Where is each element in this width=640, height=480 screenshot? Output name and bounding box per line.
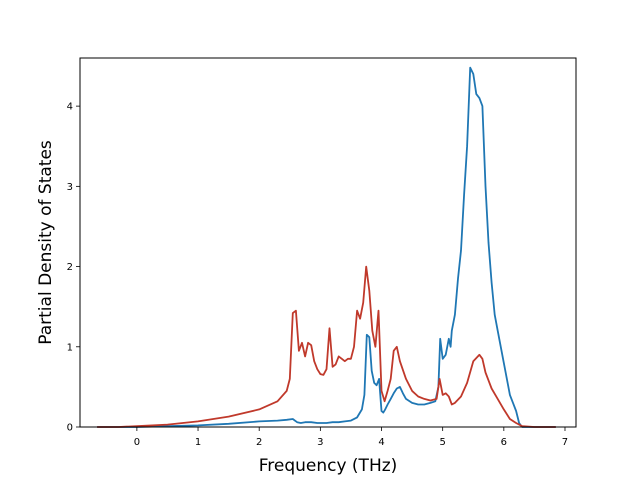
x-tick-label: 5 [439, 437, 445, 448]
x-tick-label: 7 [562, 437, 568, 448]
x-tick-label: 4 [378, 437, 384, 448]
y-tick-label: 3 [67, 182, 73, 193]
series-line-2 [97, 265, 556, 428]
y-tick-label: 1 [67, 342, 73, 353]
x-tick-label: 2 [256, 437, 262, 448]
y-tick-label: 4 [67, 102, 73, 113]
series-layer [97, 66, 556, 428]
y-tick-label: 0 [67, 423, 73, 434]
y-tick-label: 2 [67, 262, 73, 273]
y-axis-ticks: 0 1 2 3 4 [67, 102, 80, 434]
x-tick-label: 0 [134, 437, 140, 448]
x-tick-label: 3 [317, 437, 323, 448]
y-axis-label: Partial Density of States [36, 140, 56, 345]
series-line-1 [97, 66, 556, 428]
x-tick-label: 1 [195, 437, 201, 448]
plot-frame [79, 57, 577, 428]
x-axis-label: Frequency (THz) [259, 456, 398, 476]
x-tick-label: 6 [501, 437, 507, 448]
x-axis-ticks: 0 1 2 3 4 5 6 7 [134, 427, 568, 448]
